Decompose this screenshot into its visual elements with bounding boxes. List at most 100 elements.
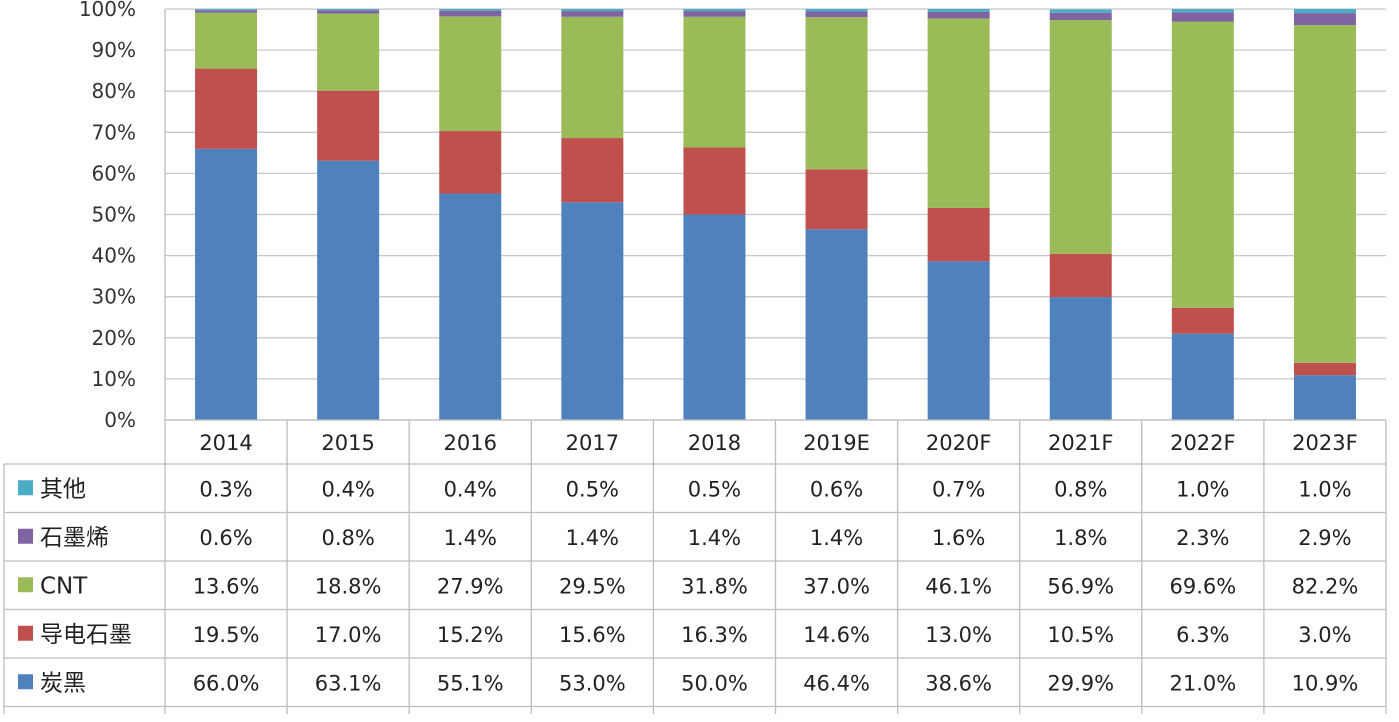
bar-segment <box>1171 12 1234 22</box>
bar-segment <box>317 160 380 420</box>
bar-segment <box>805 229 868 420</box>
bar-segment <box>927 261 990 420</box>
table-cell: 1.4% <box>444 526 497 550</box>
bar-segment <box>195 148 258 421</box>
category-label: 2019E <box>803 431 870 455</box>
table-cell: 0.6% <box>199 526 252 550</box>
table-cell: 10.5% <box>1047 623 1114 647</box>
y-tick-label: 10% <box>92 367 136 391</box>
category-label: 2021F <box>1048 431 1114 455</box>
bar-segment <box>1049 12 1112 21</box>
bar-segment <box>1049 9 1112 13</box>
bar-segment <box>195 10 258 13</box>
bar-segment <box>805 17 868 170</box>
bar-segment <box>1171 307 1234 334</box>
bar-segment <box>317 13 380 91</box>
table-cell: 1.8% <box>1054 526 1107 550</box>
bar-segment <box>1293 25 1356 363</box>
bar-segment <box>1293 13 1356 26</box>
bar-segment <box>195 9 258 11</box>
category-label: 2017 <box>566 431 619 455</box>
table-cell: 17.0% <box>315 623 382 647</box>
table-cell: 2.9% <box>1298 526 1351 550</box>
bar-segment <box>195 12 258 69</box>
category-label: 2020F <box>926 431 992 455</box>
bar-segment <box>317 90 380 161</box>
table-cell: 0.5% <box>566 477 619 501</box>
y-tick-label: 60% <box>92 161 136 185</box>
legend-swatch <box>18 528 33 544</box>
y-tick-label: 50% <box>92 203 136 227</box>
table-cell: 0.4% <box>444 477 497 501</box>
table-cell: 15.6% <box>559 623 626 647</box>
table-cell: 6.3% <box>1176 623 1229 647</box>
table-cell: 69.6% <box>1169 574 1236 598</box>
table-cell: 19.5% <box>193 623 260 647</box>
bar-segment <box>805 11 868 18</box>
bars <box>195 9 1356 421</box>
legend-swatch <box>18 480 33 496</box>
table-cell: 82.2% <box>1292 574 1359 598</box>
category-label: 2018 <box>688 431 741 455</box>
legend-label: 石墨烯 <box>40 525 109 551</box>
table-cell: 13.0% <box>925 623 992 647</box>
table-cell: 21.0% <box>1169 671 1236 695</box>
legend-label: 导电石墨 <box>40 622 132 648</box>
bar-segment <box>561 202 624 420</box>
table-cell: 1.0% <box>1176 477 1229 501</box>
data-table: 2014 2015 2016 2017 2018 2019E 2020F 2021F 2022F… <box>3 419 1387 714</box>
table-cell: 10.9% <box>1292 671 1359 695</box>
table-cell: 0.3% <box>199 477 252 501</box>
bar-segment <box>1049 20 1112 254</box>
category-label: 2022F <box>1170 431 1236 455</box>
table-cell: 0.6% <box>810 477 863 501</box>
bar-segment <box>561 9 624 12</box>
legend-swatch <box>18 674 33 690</box>
bar-segment <box>317 9 380 11</box>
table-cell: 46.4% <box>803 671 870 695</box>
bar-segment <box>439 9 502 11</box>
legend-label: 炭黑 <box>40 670 86 696</box>
table-cell: 1.4% <box>688 526 741 550</box>
bar-segment <box>1171 333 1234 420</box>
bar-segment <box>1171 21 1234 308</box>
table-cell: 1.4% <box>810 526 863 550</box>
table-cell: 14.6% <box>803 623 870 647</box>
table-cell: 29.5% <box>559 574 626 598</box>
table-cell: 31.8% <box>681 574 748 598</box>
y-tick-label: 80% <box>92 79 136 103</box>
table-cell: 46.1% <box>925 574 992 598</box>
legend-swatch <box>18 577 33 593</box>
table-cell: 55.1% <box>437 671 504 695</box>
y-tick-label: 0% <box>104 408 136 432</box>
bar-segment <box>805 169 868 230</box>
table-cell: 0.8% <box>1054 477 1107 501</box>
category-label: 2016 <box>444 431 497 455</box>
table-cell: 2.3% <box>1176 526 1229 550</box>
bar-segment <box>927 18 990 208</box>
table-cell: 56.9% <box>1047 574 1114 598</box>
table-cell: 1.6% <box>932 526 985 550</box>
bar-segment <box>439 16 502 132</box>
table-cell: 0.4% <box>321 477 374 501</box>
bar-segment <box>439 193 502 420</box>
bar-segment <box>1293 375 1356 420</box>
bar-segment <box>1293 9 1356 14</box>
bar-segment <box>561 138 624 203</box>
bar-segment <box>195 68 258 149</box>
bar-segment <box>1049 297 1112 420</box>
y-tick-label: 40% <box>92 244 136 268</box>
bar-segment <box>927 207 990 262</box>
legend-label: 其他 <box>40 476 86 502</box>
table-cell: 0.8% <box>321 526 374 550</box>
table-cell: 1.0% <box>1298 477 1351 501</box>
table-cell: 18.8% <box>315 574 382 598</box>
bar-segment <box>683 147 746 215</box>
table-cell: 38.6% <box>925 671 992 695</box>
table-cell: 0.7% <box>932 477 985 501</box>
legend-label: CNT <box>40 573 88 599</box>
table-cell: 53.0% <box>559 671 626 695</box>
table-cell: 15.2% <box>437 623 504 647</box>
y-tick-label: 30% <box>92 285 136 309</box>
